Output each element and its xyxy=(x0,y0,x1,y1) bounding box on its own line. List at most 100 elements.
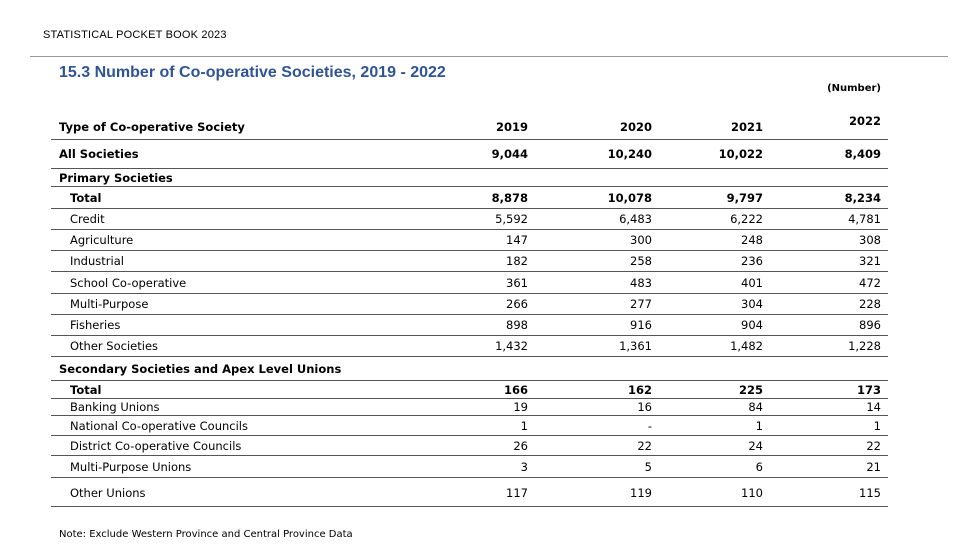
value-2019: 8,878 xyxy=(491,190,528,205)
value-2021: 110 xyxy=(741,486,763,500)
column-header-2019: 2019 xyxy=(495,120,528,134)
row-label: Banking Unions xyxy=(70,400,160,414)
value-2020: 16 xyxy=(637,400,652,414)
value-2020: 22 xyxy=(637,438,652,453)
value-2022: 22 xyxy=(866,438,881,453)
table-row-other-unions: Other Unions 117 119 110 115 xyxy=(51,478,888,507)
value-2022: 228 xyxy=(859,297,881,311)
table-row-primary-total: Total 8,878 10,078 9,797 8,234 xyxy=(51,187,888,209)
value-2019: 361 xyxy=(506,275,528,290)
value-2019: 19 xyxy=(513,400,528,414)
value-2021: 6 xyxy=(755,459,763,474)
value-2021: 248 xyxy=(741,233,763,247)
value-2021: 10,022 xyxy=(718,147,763,161)
value-2019: 1,432 xyxy=(495,339,528,353)
value-2021: 84 xyxy=(748,400,763,414)
column-header-2020: 2020 xyxy=(619,120,652,134)
footnote: Note: Exclude Western Province and Centr… xyxy=(59,529,353,540)
value-2020: 483 xyxy=(630,275,652,290)
table-row-secondary-total: Total 166 162 225 173 xyxy=(51,381,888,399)
value-2020: 162 xyxy=(627,382,652,397)
column-header-2021: 2021 xyxy=(730,120,763,134)
value-2021: 1,482 xyxy=(730,339,763,353)
value-2019: 1 xyxy=(520,418,528,433)
value-2020: 119 xyxy=(630,486,652,500)
value-2022: 14 xyxy=(866,400,881,414)
row-label: School Co-operative xyxy=(70,275,187,290)
value-2019: 5,592 xyxy=(495,212,528,226)
section-header-secondary: Secondary Societies and Apex Level Union… xyxy=(51,357,888,381)
row-label: Multi-Purpose Unions xyxy=(70,459,192,474)
value-2019: 147 xyxy=(506,233,528,247)
row-label: District Co-operative Councils xyxy=(70,438,242,453)
table-row-industrial: Industrial 182 258 236 321 xyxy=(51,251,888,272)
section-label: Primary Societies xyxy=(59,170,173,185)
value-2022: 308 xyxy=(859,233,881,247)
value-2019: 182 xyxy=(506,254,528,268)
value-2021: 401 xyxy=(741,275,763,290)
value-2021: 904 xyxy=(741,318,763,332)
value-2022: 4,781 xyxy=(848,212,881,226)
value-2022: 472 xyxy=(859,275,881,290)
value-2019: 117 xyxy=(506,486,528,500)
table-header-row: Type of Co-operative Society 2019 2020 2… xyxy=(51,108,888,140)
table-row-multi-purpose-unions: Multi-Purpose Unions 3 5 6 21 xyxy=(51,456,888,478)
table-row-other-societies: Other Societies 1,432 1,361 1,482 1,228 xyxy=(51,336,888,357)
table-row-banking-unions: Banking Unions 19 16 84 14 xyxy=(51,399,888,416)
table-row-credit: Credit 5,592 6,483 6,222 4,781 xyxy=(51,209,888,230)
row-label: National Co-operative Councils xyxy=(70,418,248,433)
cooperative-societies-table: Type of Co-operative Society 2019 2020 2… xyxy=(51,108,888,507)
value-2022: 1,228 xyxy=(848,339,881,353)
value-2020: 10,240 xyxy=(607,147,652,161)
value-2022: 8,409 xyxy=(844,147,881,161)
value-2019: 9,044 xyxy=(491,147,528,161)
row-label: Total xyxy=(70,190,102,205)
value-2019: 898 xyxy=(506,318,528,332)
value-2022: 173 xyxy=(856,382,881,397)
table-row-agriculture: Agriculture 147 300 248 308 xyxy=(51,230,888,251)
value-2021: 1 xyxy=(755,418,763,433)
row-label: Total xyxy=(70,382,102,397)
table-row-all-societies: All Societies 9,044 10,240 10,022 8,409 xyxy=(51,140,888,169)
value-2021: 225 xyxy=(738,382,763,397)
section-header-primary: Primary Societies xyxy=(51,169,888,187)
row-label: Other Unions xyxy=(70,486,146,500)
value-2021: 236 xyxy=(741,254,763,268)
table-row-district-cooperative-councils: District Co-operative Councils 26 22 24 … xyxy=(51,436,888,456)
value-2021: 24 xyxy=(748,438,763,453)
value-2020: - xyxy=(647,418,652,433)
row-label: Agriculture xyxy=(70,233,134,247)
value-2020: 916 xyxy=(630,318,652,332)
row-label: All Societies xyxy=(59,147,139,161)
header-divider xyxy=(30,56,948,57)
value-2022: 21 xyxy=(866,459,881,474)
row-label: Credit xyxy=(70,212,105,226)
row-label: Multi-Purpose xyxy=(70,297,149,311)
row-label: Fisheries xyxy=(70,318,121,332)
value-2019: 3 xyxy=(520,459,528,474)
value-2020: 5 xyxy=(644,459,652,474)
value-2020: 258 xyxy=(630,254,652,268)
value-2022: 896 xyxy=(859,318,881,332)
value-2020: 300 xyxy=(630,233,652,247)
section-label: Secondary Societies and Apex Level Union… xyxy=(59,361,342,376)
value-2022: 1 xyxy=(873,418,881,433)
row-label: Other Societies xyxy=(70,339,159,353)
column-header-type: Type of Co-operative Society xyxy=(59,120,245,134)
value-2019: 166 xyxy=(503,382,528,397)
table-row-school-cooperative: School Co-operative 361 483 401 472 xyxy=(51,272,888,294)
row-label: Industrial xyxy=(70,254,124,268)
value-2020: 1,361 xyxy=(619,339,652,353)
value-2021: 304 xyxy=(741,297,763,311)
column-header-2022: 2022 xyxy=(848,114,881,128)
table-row-fisheries: Fisheries 898 916 904 896 xyxy=(51,315,888,336)
value-2019: 26 xyxy=(513,438,528,453)
unit-note: (Number) xyxy=(827,83,881,94)
value-2022: 115 xyxy=(859,486,881,500)
table-row-multi-purpose: Multi-Purpose 266 277 304 228 xyxy=(51,294,888,315)
value-2022: 8,234 xyxy=(844,190,881,205)
value-2019: 266 xyxy=(506,297,528,311)
table-row-national-cooperative-councils: National Co-operative Councils 1 - 1 1 xyxy=(51,416,888,436)
value-2020: 6,483 xyxy=(619,212,652,226)
value-2021: 9,797 xyxy=(726,190,763,205)
